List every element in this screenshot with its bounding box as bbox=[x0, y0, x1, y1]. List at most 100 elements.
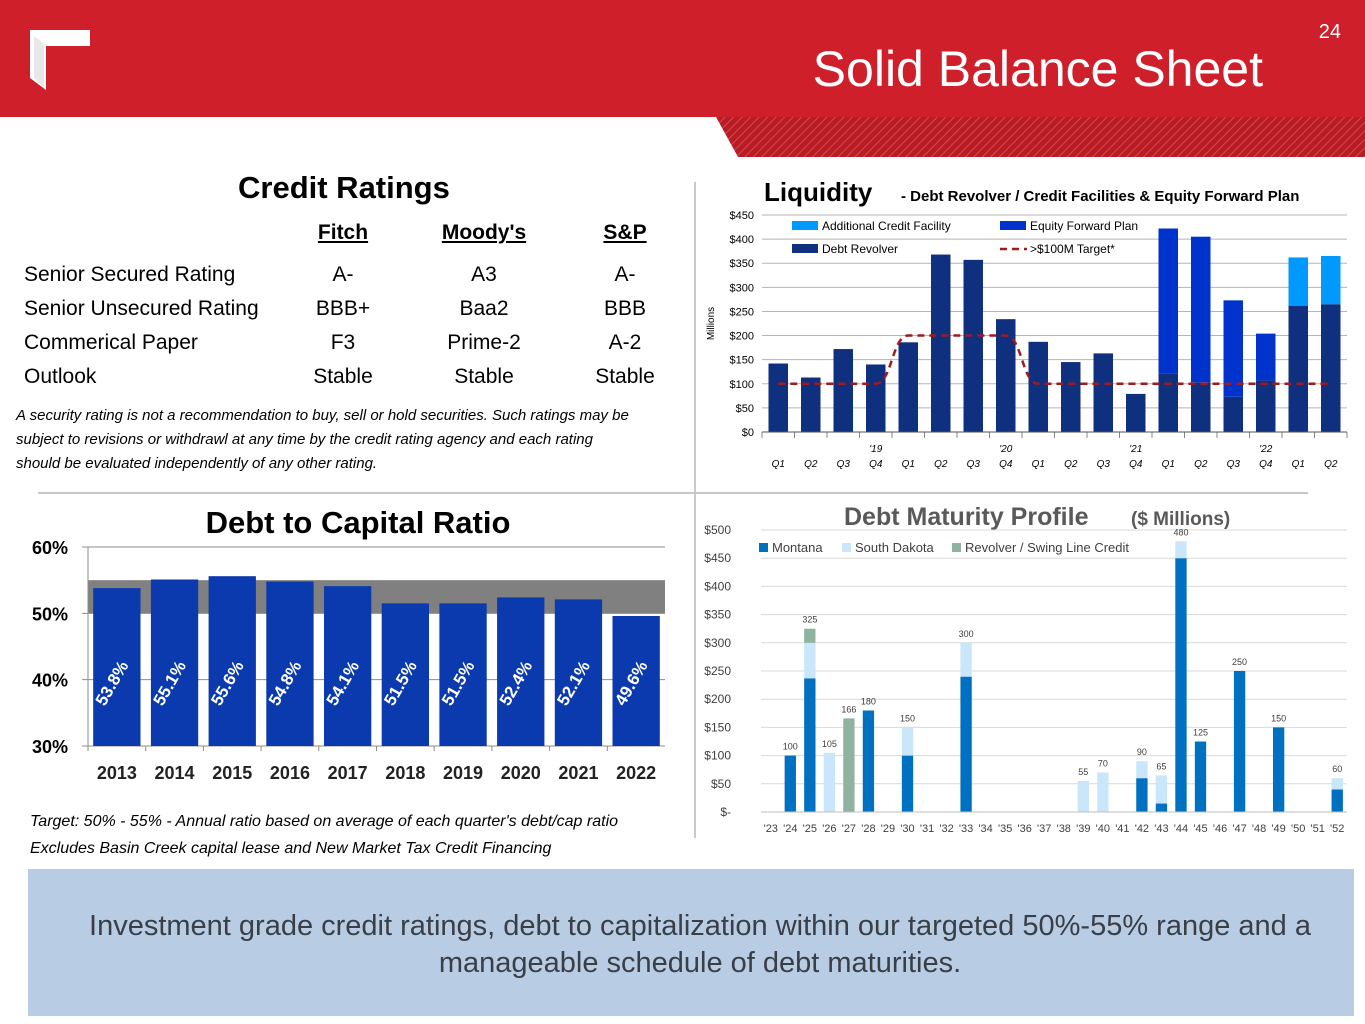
y-tick-label: $0 bbox=[742, 427, 754, 439]
legend-label: >$100M Target* bbox=[1030, 242, 1115, 256]
debt-to-capital-chart: Debt to Capital Ratio30%40%50%60%53.8%20… bbox=[32, 505, 665, 783]
data-label: 60 bbox=[1332, 764, 1342, 774]
x-tick-label: '50 bbox=[1291, 823, 1305, 835]
ratio-bar bbox=[381, 603, 430, 746]
bar-equity-forward bbox=[1158, 228, 1178, 374]
x-tick-label: Q2 bbox=[1324, 459, 1338, 470]
data-label: 55 bbox=[1078, 767, 1088, 777]
y-tick-label: $250 bbox=[730, 306, 754, 318]
bar-debt-revolver bbox=[1061, 362, 1081, 432]
legend-swatch bbox=[842, 543, 851, 552]
data-label: 180 bbox=[861, 696, 876, 706]
y-tick-label: $- bbox=[720, 805, 731, 819]
disclaimer-line: subject to revisions or withdrawl at any… bbox=[16, 431, 593, 448]
year-label: '22 bbox=[1259, 444, 1272, 455]
note-line: Excludes Basin Creek capital lease and N… bbox=[30, 840, 552, 857]
year-label: '19 bbox=[869, 444, 882, 455]
data-label: 125 bbox=[1193, 728, 1208, 738]
x-tick-label: Q1 bbox=[902, 459, 915, 470]
horizontal-divider bbox=[38, 492, 1308, 494]
rating-cell: F3 bbox=[330, 331, 356, 354]
x-tick-label: 2014 bbox=[155, 763, 195, 783]
credit-ratings-title: Credit Ratings bbox=[238, 170, 450, 205]
x-tick-label: 2015 bbox=[212, 763, 252, 783]
rating-cell: BBB bbox=[603, 297, 647, 320]
bar-debt-revolver bbox=[866, 364, 886, 432]
bar-montana bbox=[1233, 671, 1246, 812]
bar-revolver bbox=[804, 628, 816, 643]
x-tick-label: '49 bbox=[1271, 823, 1285, 835]
rating-row-label: Senior Secured Rating bbox=[24, 263, 236, 286]
x-tick-label: Q2 bbox=[804, 459, 818, 470]
y-tick-label: 50% bbox=[32, 604, 68, 624]
rating-row-label: Senior Unsecured Rating bbox=[24, 297, 259, 320]
y-axis-label: Millions bbox=[706, 307, 717, 340]
rating-cell: Baa2 bbox=[459, 297, 509, 320]
legend-swatch bbox=[1000, 221, 1026, 230]
disclaimer-line: should be evaluated independently of any… bbox=[16, 455, 378, 472]
x-tick-label: Q4 bbox=[999, 459, 1013, 470]
data-label: 105 bbox=[822, 739, 837, 749]
x-tick-label: 2021 bbox=[558, 763, 598, 783]
x-tick-label: 2018 bbox=[385, 763, 425, 783]
rating-cell: Stable bbox=[454, 365, 514, 388]
bar-south-dakota bbox=[1077, 780, 1089, 812]
y-tick-label: $150 bbox=[704, 720, 731, 734]
rating-cell: A3 bbox=[471, 263, 497, 286]
bar-debt-revolver bbox=[801, 377, 821, 432]
bar-revolver bbox=[843, 718, 855, 812]
data-label: 70 bbox=[1098, 759, 1108, 769]
data-label: 100 bbox=[783, 742, 798, 752]
x-tick-label: '39 bbox=[1076, 823, 1090, 835]
rating-cell: A-2 bbox=[608, 331, 642, 354]
x-tick-label: '37 bbox=[1037, 823, 1051, 835]
rating-cell: Prime-2 bbox=[447, 331, 521, 354]
x-tick-label: Q3 bbox=[967, 459, 981, 470]
bar-debt-revolver bbox=[931, 254, 951, 432]
ratio-bar bbox=[497, 597, 545, 746]
bar-additional-credit bbox=[1288, 257, 1308, 306]
bar-south-dakota bbox=[823, 752, 836, 812]
legend-label: Montana bbox=[772, 540, 823, 555]
x-tick-label: Q1 bbox=[772, 459, 785, 470]
legend-label: Revolver / Swing Line Credit bbox=[965, 540, 1129, 555]
bar-south-dakota bbox=[1155, 775, 1168, 804]
bar-south-dakota bbox=[1136, 761, 1148, 779]
y-tick-label: $350 bbox=[704, 608, 731, 622]
legend-swatch bbox=[759, 543, 768, 552]
x-tick-label: '51 bbox=[1311, 823, 1325, 835]
bar-debt-revolver bbox=[1126, 393, 1146, 432]
agency-fitch: Fitch bbox=[317, 221, 369, 244]
y-tick-label: $300 bbox=[730, 282, 754, 294]
rating-cell: BBB+ bbox=[315, 297, 371, 320]
bar-south-dakota bbox=[1175, 541, 1187, 559]
x-tick-label: '30 bbox=[900, 823, 914, 835]
target-line bbox=[778, 334, 1331, 386]
ratio-bar bbox=[93, 588, 141, 746]
x-tick-label: '52 bbox=[1330, 823, 1344, 835]
y-tick-label: $100 bbox=[730, 379, 754, 391]
rating-row-label: Outlook bbox=[24, 365, 97, 388]
slide-title: Solid Balance Sheet bbox=[812, 41, 1263, 97]
x-tick-label: 2017 bbox=[328, 763, 368, 783]
bar-montana bbox=[1155, 803, 1168, 812]
bar-equity-forward bbox=[1223, 300, 1243, 397]
x-tick-label: '26 bbox=[822, 823, 836, 835]
x-tick-label: '24 bbox=[783, 823, 797, 835]
bar-montana bbox=[901, 755, 914, 812]
bar-debt-revolver bbox=[1288, 305, 1308, 432]
y-tick-label: 40% bbox=[32, 671, 68, 691]
legend-label: Additional Credit Facility bbox=[822, 219, 951, 233]
chart-title: Debt to Capital Ratio bbox=[206, 505, 511, 540]
legend-label: Equity Forward Plan bbox=[1030, 219, 1138, 233]
bar-debt-revolver bbox=[1191, 382, 1211, 432]
summary-box bbox=[28, 869, 1354, 1016]
bar-montana bbox=[1272, 727, 1285, 812]
x-tick-label: Q3 bbox=[837, 459, 851, 470]
ratio-bar bbox=[150, 579, 199, 746]
x-tick-label: '40 bbox=[1096, 823, 1110, 835]
disclaimer-line: A security rating is not a recommendatio… bbox=[16, 407, 629, 424]
rating-cell: Stable bbox=[313, 365, 373, 388]
x-tick-label: 2013 bbox=[97, 763, 137, 783]
summary-text: Investment grade credit ratings, debt to… bbox=[89, 910, 1311, 979]
